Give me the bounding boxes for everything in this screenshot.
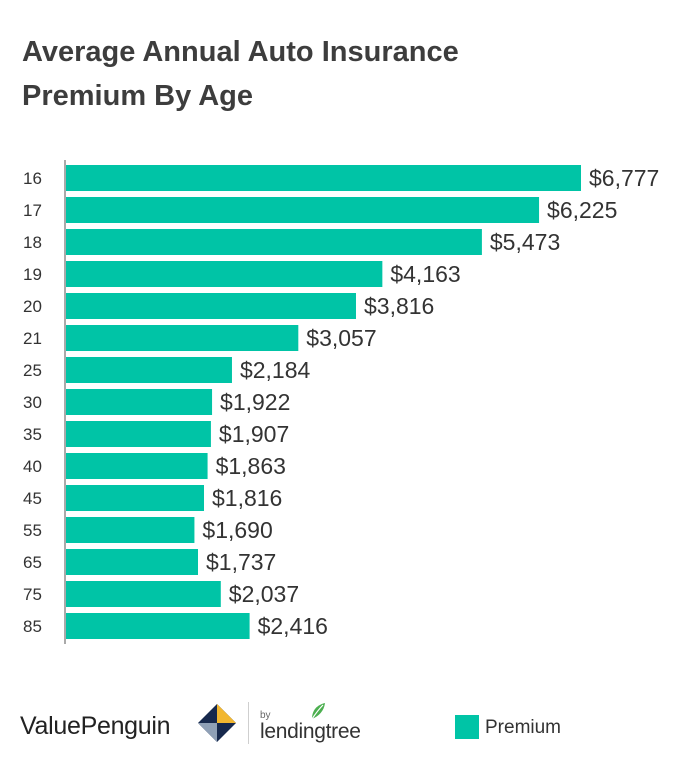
valuepenguin-diamond-icon xyxy=(198,704,236,742)
data-label: $4,163 xyxy=(390,261,460,287)
bar-age-17 xyxy=(66,197,540,223)
y-tick-label: 85 xyxy=(23,617,42,636)
bar-chart: 16 $6,777 17 $6,225 18 $5,473 19 $4,163 20 $3,816… xyxy=(23,160,659,644)
y-tick-label: 35 xyxy=(23,425,42,444)
chart-title-line-2: Premium By Age xyxy=(22,80,253,112)
bar-age-75 xyxy=(66,581,221,607)
data-label: $1,863 xyxy=(216,453,286,479)
valuepenguin-wordmark: ValuePenguin xyxy=(20,712,171,740)
data-label: $2,184 xyxy=(240,357,311,383)
bar-age-40 xyxy=(66,453,208,479)
data-label: $1,816 xyxy=(212,485,282,511)
data-label: $6,777 xyxy=(589,165,659,191)
legend-swatch-premium xyxy=(455,715,479,739)
y-tick-label: 18 xyxy=(23,233,42,252)
data-label: $3,816 xyxy=(364,293,434,319)
y-tick-label: 20 xyxy=(23,297,42,316)
y-tick-label: 25 xyxy=(23,361,42,380)
y-tick-label: 30 xyxy=(23,393,42,412)
bar-age-25 xyxy=(66,357,232,383)
y-tick-label: 19 xyxy=(23,265,42,284)
data-label: $6,225 xyxy=(547,197,617,223)
data-label: $2,416 xyxy=(258,613,328,639)
bar-age-55 xyxy=(66,517,195,543)
bar-age-18 xyxy=(66,229,482,255)
legend-label-premium: Premium xyxy=(485,717,562,738)
lendingtree-wordmark: lendingtree xyxy=(260,720,361,743)
leaf-icon xyxy=(311,703,325,720)
data-label: $1,737 xyxy=(206,549,276,575)
y-tick-label: 17 xyxy=(23,201,42,220)
data-label: $1,907 xyxy=(219,421,289,447)
y-tick-label: 40 xyxy=(23,457,42,476)
data-label: $3,057 xyxy=(306,325,376,351)
chart-title-line-1: Average Annual Auto Insurance xyxy=(22,36,459,68)
y-tick-label: 75 xyxy=(23,585,42,604)
y-tick-label: 55 xyxy=(23,521,42,540)
bar-age-45 xyxy=(66,485,205,511)
bar-age-19 xyxy=(66,261,383,287)
data-label: $1,690 xyxy=(202,517,272,543)
y-tick-label: 45 xyxy=(23,489,42,508)
bar-age-21 xyxy=(66,325,299,351)
bar-age-16 xyxy=(66,165,581,191)
logo-divider xyxy=(248,702,249,744)
y-tick-label: 21 xyxy=(23,329,42,348)
bar-age-30 xyxy=(66,389,213,415)
y-tick-label: 65 xyxy=(23,553,42,572)
bar-age-65 xyxy=(66,549,198,575)
bar-age-20 xyxy=(66,293,356,319)
bar-age-35 xyxy=(66,421,211,447)
data-label: $1,922 xyxy=(220,389,290,415)
data-label: $5,473 xyxy=(490,229,560,255)
bar-age-85 xyxy=(66,613,250,639)
chart-title: Average Annual Auto Insurance Premium By… xyxy=(22,30,642,118)
data-label: $2,037 xyxy=(229,581,299,607)
by-label: by xyxy=(260,710,271,721)
y-tick-label: 16 xyxy=(23,169,42,188)
